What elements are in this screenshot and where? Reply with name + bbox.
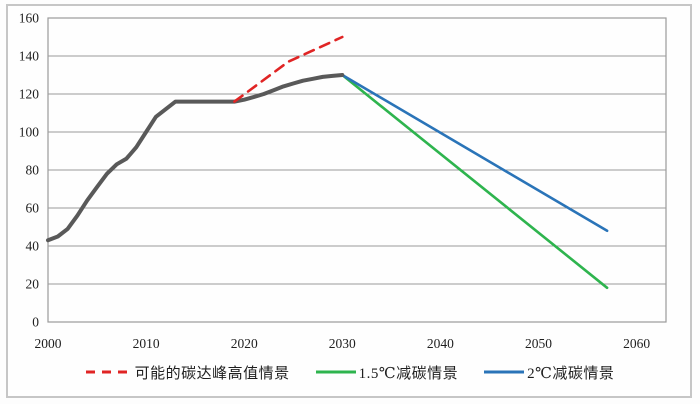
y-tick-label-80: 80: [26, 163, 40, 178]
legend-item-1-5c: 1.5℃减碳情景: [315, 362, 459, 383]
y-tick-label-140: 140: [19, 49, 40, 64]
peak-high-scenario-line: [233, 35, 344, 103]
legend-item-peak-high: 可能的碳达峰高值情景: [85, 362, 290, 383]
red-dashed-line-swatch: [85, 368, 132, 376]
deg2-reduction-scenario-line: [340, 73, 609, 233]
x-tick-label-2060: 2060: [623, 336, 650, 351]
y-tick-label-0: 0: [32, 315, 39, 330]
x-tick-label-2000: 2000: [35, 336, 62, 351]
x-tick-label-2050: 2050: [525, 336, 552, 351]
legend-item-2c: 2℃减碳情景: [484, 362, 614, 383]
legend-label-2c: 2℃减碳情景: [527, 365, 615, 382]
x-tick-label-2040: 2040: [427, 336, 454, 351]
y-tick-label-100: 100: [19, 125, 40, 140]
y-tick-label-20: 20: [26, 277, 40, 292]
green-line-swatch: [315, 368, 356, 376]
legend-label-peak-high: 可能的碳达峰高值情景: [134, 365, 290, 382]
y-tick-label-40: 40: [26, 239, 40, 254]
x-tick-label-2010: 2010: [133, 336, 160, 351]
y-tick-label-160: 160: [19, 11, 40, 26]
x-tick-label-2020: 2020: [231, 336, 258, 351]
x-tick-label-2030: 2030: [329, 336, 356, 351]
legend-label-1-5c: 1.5℃减碳情景: [358, 365, 459, 382]
y-tick-label-120: 120: [19, 87, 40, 102]
plot-border: [47, 17, 667, 323]
historical-emissions-line: [46, 73, 345, 243]
deg15-reduction-scenario-line: [340, 73, 609, 290]
chart-legend: 可能的碳达峰高值情景 1.5℃减碳情景 2℃减碳情景: [0, 359, 700, 385]
y-tick-label-60: 60: [26, 201, 40, 216]
blue-line-swatch: [484, 368, 525, 376]
